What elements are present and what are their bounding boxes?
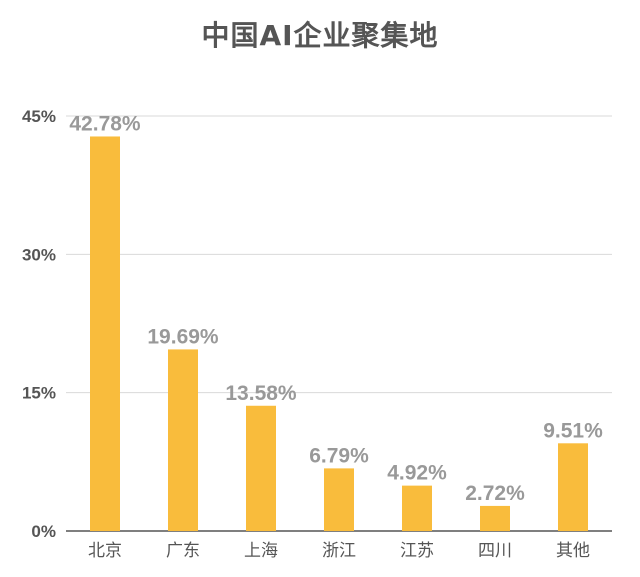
- bar: [480, 505, 510, 531]
- x-tick-label: 广东: [166, 541, 200, 561]
- y-tick-label: 0%: [31, 522, 56, 541]
- bar: [402, 485, 432, 531]
- data-label: 9.51%: [543, 419, 603, 442]
- data-label: 42.78%: [69, 112, 141, 135]
- y-tick-label: 30%: [22, 245, 56, 264]
- data-label: 19.69%: [147, 325, 219, 348]
- x-tick-label: 其他: [556, 541, 590, 561]
- x-tick-label: 江苏: [400, 541, 434, 561]
- x-tick-label: 上海: [244, 541, 278, 561]
- data-label: 6.79%: [309, 444, 369, 467]
- data-label: 13.58%: [225, 382, 297, 405]
- bar: [168, 349, 198, 531]
- data-label: 4.92%: [387, 462, 447, 485]
- x-tick-label: 浙江: [322, 541, 356, 561]
- chart-title: 中国AI企业聚集地: [201, 19, 439, 52]
- y-tick-label: 15%: [22, 384, 56, 403]
- x-tick-label: 北京: [88, 541, 122, 561]
- bar: [90, 136, 120, 531]
- x-tick-label: 四川: [478, 541, 512, 561]
- data-label: 2.72%: [465, 482, 525, 505]
- bar: [324, 468, 354, 531]
- bar: [246, 405, 276, 531]
- y-tick-label: 45%: [22, 107, 56, 126]
- bar: [558, 443, 588, 531]
